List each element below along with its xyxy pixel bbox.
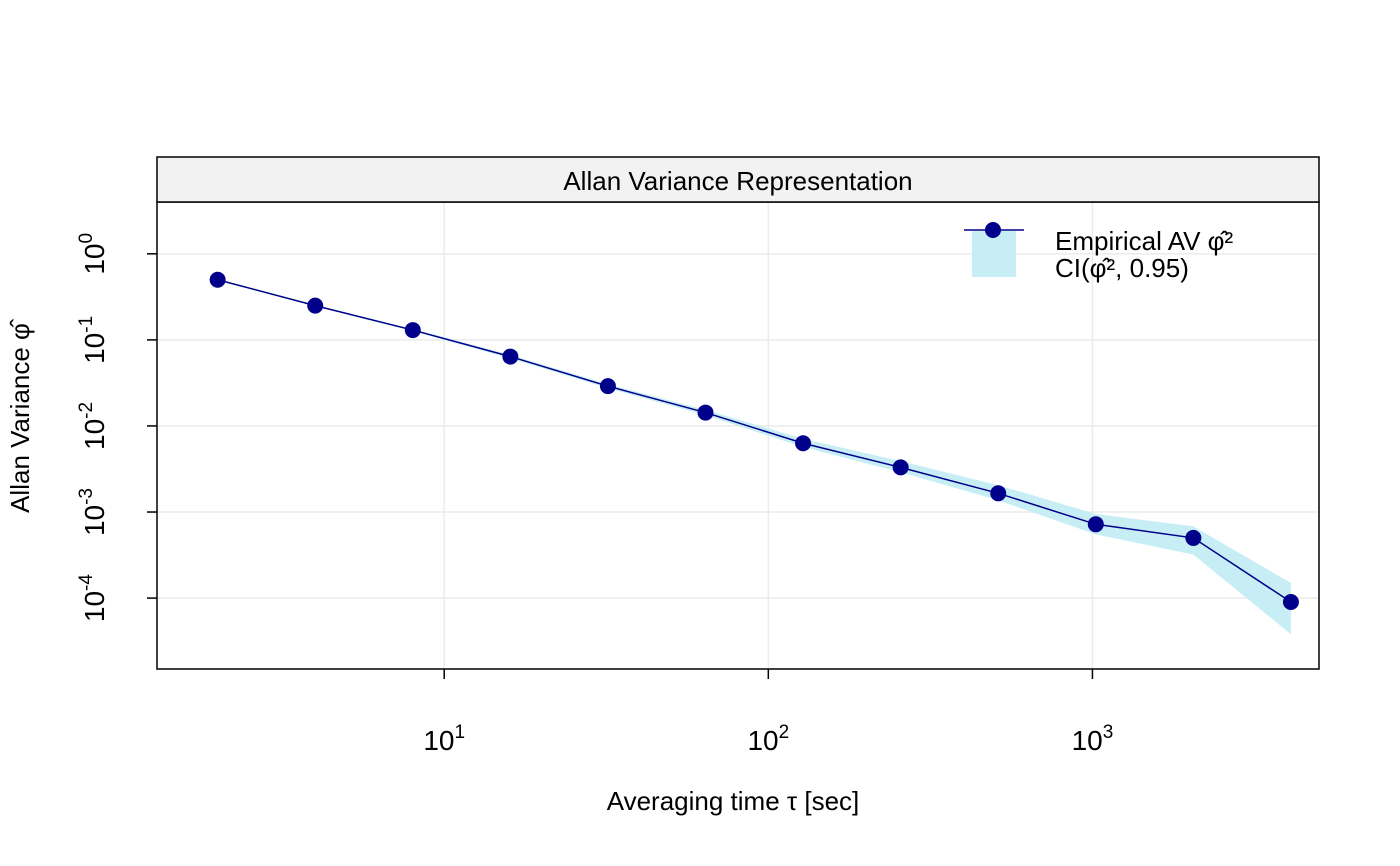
y-tick-label: 10-3 [76,488,110,536]
x-tick-label: 102 [747,722,789,756]
y-tick-label: 100 [76,233,110,275]
y-axis-label: Allan Variance φ̂ [5,318,35,513]
data-point [307,297,324,314]
data-point [404,322,421,339]
title-strip-background [156,156,1320,203]
confidence-band [217,278,1291,635]
legend-ci-label: CI(φ̂², 0.95) [1055,253,1189,283]
x-axis: 101 102 103 [423,669,1113,756]
chart-title: Allan Variance Representation [563,166,912,196]
legend-ci-swatch [972,231,1016,277]
x-tick-label: 103 [1072,722,1114,756]
confidence-band-layer [217,278,1291,635]
x-axis-label: Averaging time τ [sec] [607,786,860,816]
data-point [892,459,909,476]
title-strip: Allan Variance Representation [156,156,1320,203]
y-axis: 100 10-1 10-2 10-3 10-4 [76,233,157,622]
data-point [1185,529,1202,546]
x-tick-label: 101 [423,722,465,756]
y-tick-label: 10-4 [76,574,110,622]
legend: Empirical AV φ̂² CI(φ̂², 0.95) [964,222,1234,283]
series-line [217,279,1292,603]
data-point [599,378,616,395]
y-tick-label: 10-1 [76,316,110,364]
data-point [1282,594,1299,611]
legend-series-marker [985,222,1001,238]
data-point [697,404,714,421]
y-tick-label: 10-2 [76,402,110,450]
data-point [209,271,226,288]
data-point [990,485,1007,502]
series-layer [209,271,1299,611]
legend-series-label: Empirical AV φ̂² [1055,226,1234,256]
data-point [502,348,519,365]
data-point [795,435,812,452]
data-point [1087,516,1104,533]
grid-lines [157,202,1319,669]
